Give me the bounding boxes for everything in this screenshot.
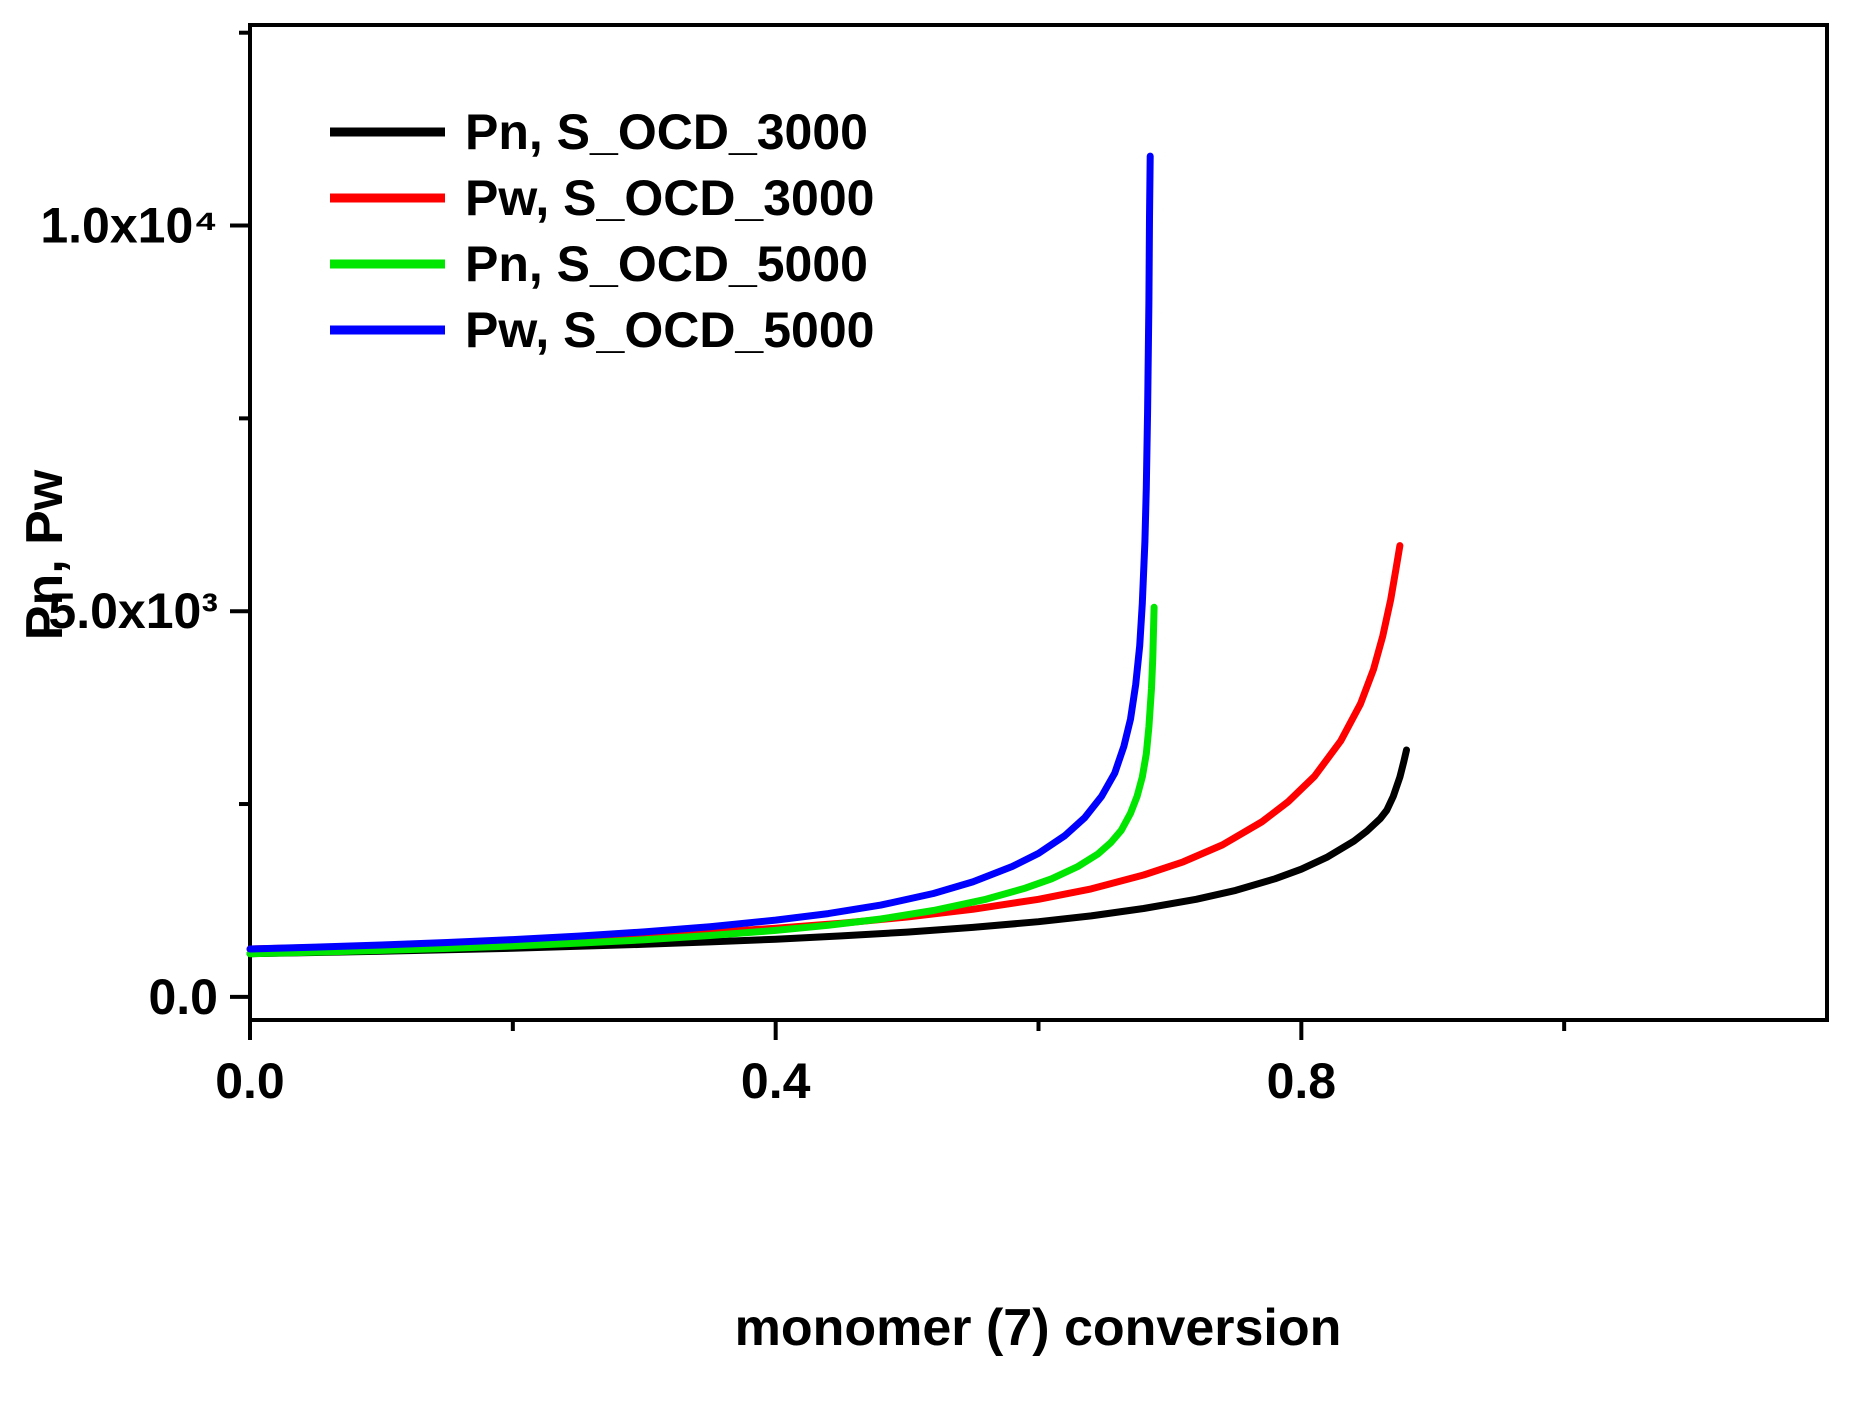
legend-item: Pn, S_OCD_3000 (330, 104, 868, 160)
x-axis-title: monomer (7) conversion (735, 1299, 1342, 1357)
y-axis-title: Pn, Pw (16, 469, 74, 640)
series-layer (246, 152, 1410, 958)
legend-label: Pw, S_OCD_5000 (465, 302, 874, 358)
y-tick-label: 5.0x10³ (48, 583, 218, 639)
x-tick-label: 0.4 (741, 1053, 811, 1109)
legend-label: Pn, S_OCD_3000 (465, 104, 868, 160)
series-line-pw-s-ocd-3000 (246, 542, 1404, 953)
legend-label: Pw, S_OCD_3000 (465, 170, 874, 226)
legend-label: Pn, S_OCD_5000 (465, 236, 868, 292)
x-tick-label: 0.8 (1267, 1053, 1337, 1109)
series-line-pw-s-ocd-5000 (246, 152, 1154, 953)
legend-item: Pw, S_OCD_5000 (330, 302, 874, 358)
legend-item: Pn, S_OCD_5000 (330, 236, 868, 292)
y-tick-label: 1.0x10⁴ (40, 198, 218, 254)
y-tick-label: 0.0 (148, 969, 218, 1025)
series-line-pn-s-ocd-5000 (246, 603, 1158, 958)
legend: Pn, S_OCD_3000 Pw, S_OCD_3000 Pn, S_OCD_50… (330, 104, 874, 358)
x-tick-label: 0.0 (215, 1053, 285, 1109)
axes-layer: 0.0 0.4 0.8 0.0 5.0x10³ 1.0x10⁴ (40, 23, 1829, 1109)
legend-item: Pw, S_OCD_3000 (330, 170, 874, 226)
